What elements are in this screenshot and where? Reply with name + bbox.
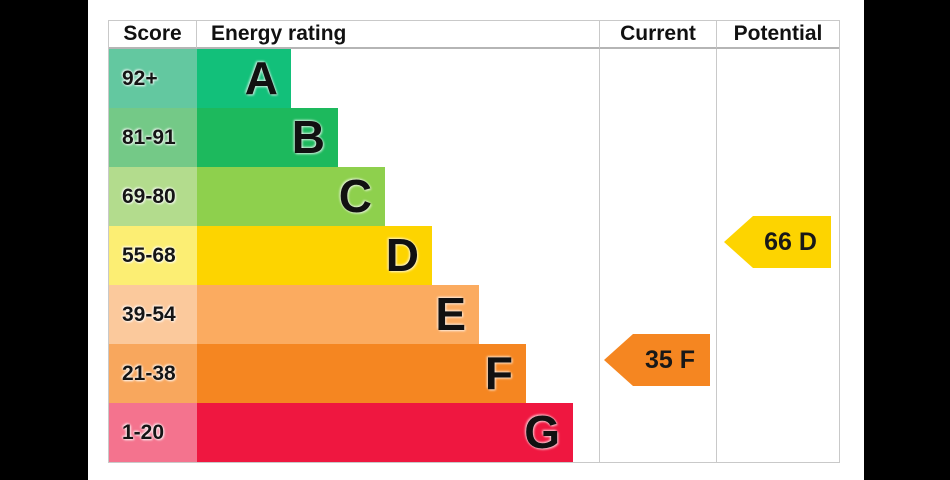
- current-rating-arrow: 35 F: [604, 334, 710, 386]
- potential-cell-a: [716, 49, 839, 108]
- rating-cell-f: F: [197, 344, 599, 403]
- header-score: Score: [109, 21, 197, 49]
- rating-bar-g: G: [197, 403, 573, 462]
- rating-bar-c: C: [197, 167, 385, 226]
- rating-letter-c: C: [338, 170, 372, 222]
- rating-bar-f: F: [197, 344, 526, 403]
- rating-letter-f: F: [484, 347, 513, 399]
- rating-letter-a: A: [244, 52, 278, 104]
- score-range-c: 69-80: [109, 167, 197, 226]
- rating-bar-a: A: [197, 49, 291, 108]
- current-cell-f: 35 F: [599, 334, 716, 403]
- current-cell-c: [599, 167, 716, 226]
- current-cell-a: [599, 49, 716, 108]
- current-cell-b: [599, 108, 716, 167]
- header-current: Current: [599, 21, 716, 49]
- score-range-b: 81-91: [109, 108, 197, 167]
- arrow-shape-icon: [604, 334, 710, 386]
- arrow-shape-icon: [724, 216, 831, 268]
- potential-cell-f: [716, 344, 839, 403]
- rating-cell-e: E: [197, 285, 599, 344]
- potential-rating-value: 66 D: [764, 227, 817, 256]
- rating-letter-b: B: [291, 111, 325, 163]
- rating-letter-d: D: [385, 229, 419, 281]
- epc-chart: Score Energy rating Current Potential 92…: [108, 20, 840, 463]
- potential-cell-b: [716, 108, 839, 167]
- header-potential: Potential: [716, 21, 839, 49]
- current-cell-g: [599, 403, 716, 462]
- letterbox-right: [864, 0, 950, 480]
- potential-cell-g: [716, 403, 839, 462]
- score-range-d: 55-68: [109, 226, 197, 285]
- score-range-f: 21-38: [109, 344, 197, 403]
- rating-letter-e: E: [435, 288, 466, 340]
- rating-cell-d: D: [197, 226, 599, 285]
- letterbox-left: [0, 0, 88, 480]
- rating-cell-c: C: [197, 167, 599, 226]
- rating-cell-a: A: [197, 49, 599, 108]
- current-cell-d: [599, 226, 716, 285]
- header-energy-rating: Energy rating: [197, 21, 599, 49]
- rating-bar-d: D: [197, 226, 432, 285]
- score-range-e: 39-54: [109, 285, 197, 344]
- rating-letter-g: G: [524, 406, 560, 458]
- rating-cell-g: G: [197, 403, 599, 462]
- score-range-g: 1-20: [109, 403, 197, 462]
- rating-bar-e: E: [197, 285, 479, 344]
- potential-rating-arrow: 66 D: [724, 216, 831, 268]
- rating-cell-b: B: [197, 108, 599, 167]
- score-range-a: 92+: [109, 49, 197, 108]
- rating-bar-b: B: [197, 108, 338, 167]
- current-rating-value: 35 F: [644, 345, 696, 374]
- potential-cell-d: 66 D: [716, 216, 839, 285]
- potential-cell-e: [716, 285, 839, 344]
